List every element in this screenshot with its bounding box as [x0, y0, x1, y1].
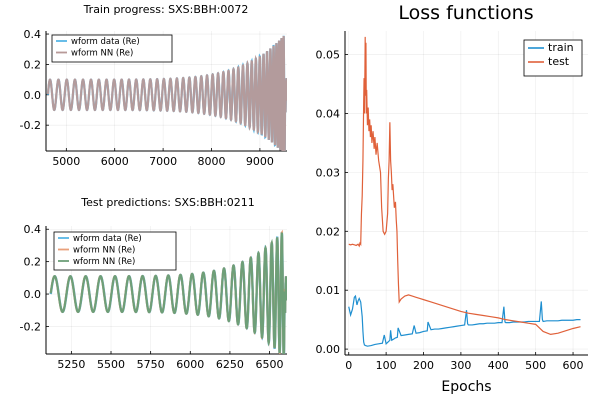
y-tick-label: 0.0 [24, 288, 42, 301]
x-tick-label: 200 [413, 359, 434, 372]
legend: wform data (Re) wform NN (Re)wform NN (Re… [53, 231, 177, 271]
legend-frame [523, 39, 583, 77]
legend-label: wform NN (Re) [73, 246, 135, 256]
x-tick-label: 5000 [52, 155, 80, 168]
series-line-train [348, 294, 581, 347]
series-line-wform-nn-green [49, 232, 287, 354]
y-tick-label: 0.2 [24, 58, 42, 71]
x-tick-label: 600 [563, 359, 584, 372]
plot-0: 5000 6000 7000 8000 9000 0.4 0.2 0.0 -0.2 Train p… [20, 3, 287, 168]
plot-2: 0 100 200 300 400 500 600 0.05 0.04 0.03 0.02 0.01 0… [316, 2, 588, 395]
x-tick-label: 100 [376, 359, 397, 372]
legend-label: train [548, 41, 574, 54]
x-tick-label: 5750 [137, 358, 165, 371]
chart-title: Test predictions: SXS:BBH:0211 [80, 196, 255, 209]
series-line-wform-nn [46, 35, 287, 151]
x-tick-label: 300 [450, 359, 471, 372]
legend-label: test [548, 55, 570, 68]
y-tick-label: -0.2 [20, 320, 41, 333]
y-tick-label: -0.2 [20, 119, 41, 132]
y-tick-label: 0.05 [316, 49, 341, 62]
y-tick-label: 0.01 [316, 284, 341, 297]
legend-label: wform data (Re) [71, 37, 140, 47]
y-tick-label: 0.04 [316, 107, 341, 120]
chart-title: Loss functions [398, 2, 533, 24]
x-tick-label: 7000 [149, 155, 177, 168]
chart-title: Train progress: SXS:BBH:0072 [83, 3, 249, 16]
y-tick-label: 0.02 [316, 225, 341, 238]
legend-label: wform NN (Re) [71, 49, 133, 59]
y-tick-label: 0.4 [24, 28, 42, 41]
x-tick-label: 6250 [216, 358, 244, 371]
legend-frame [51, 34, 173, 63]
y-tick-label: 0.03 [316, 166, 341, 179]
x-axis-label: Epochs [441, 379, 491, 395]
y-tick-label: 0.4 [24, 223, 42, 236]
x-tick-label: 6000 [176, 358, 204, 371]
x-tick-label: 6500 [256, 358, 284, 371]
x-tick-label: 8000 [198, 155, 226, 168]
legend-label: wform NN (Re) [73, 257, 135, 267]
legend-label: wform data (Re) [73, 234, 142, 244]
y-tick-label: 0.0 [24, 89, 42, 102]
x-tick-label: 5250 [57, 358, 85, 371]
plot-1: 5250 5500 5750 6000 6250 6500 0.4 0.2 0.0 -0.2 Tes… [20, 196, 287, 371]
y-tick-label: 0.00 [316, 343, 341, 356]
legend: wform data (Re) wform NN (Re) [51, 34, 173, 63]
x-tick-label: 400 [488, 359, 509, 372]
x-tick-label: 500 [525, 359, 546, 372]
x-tick-label: 5500 [97, 358, 125, 371]
series-line-test [348, 36, 581, 335]
x-tick-label: 6000 [101, 155, 129, 168]
legend-frame [53, 231, 177, 271]
y-tick-label: 0.2 [24, 256, 42, 269]
x-tick-label: 9000 [246, 155, 274, 168]
x-tick-label: 0 [345, 359, 352, 372]
